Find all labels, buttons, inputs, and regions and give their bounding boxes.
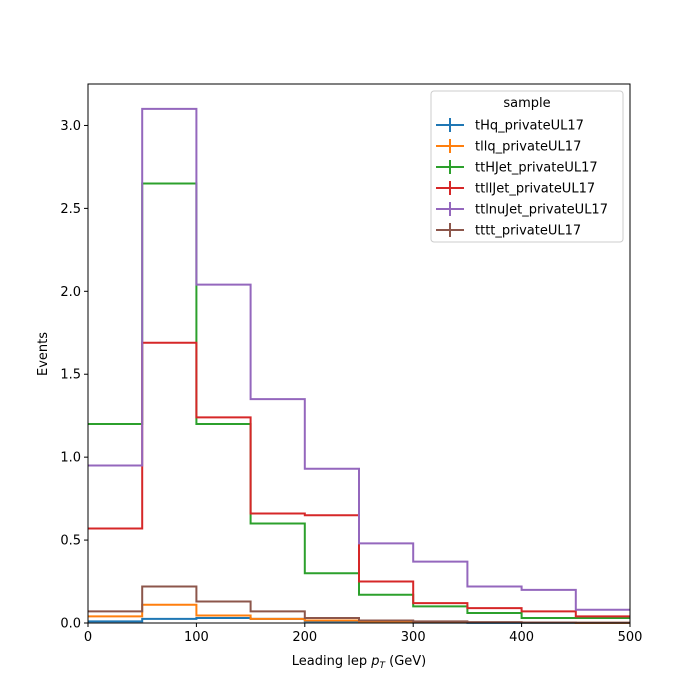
y-axis-label: Events [36, 332, 51, 376]
legend-title: sample [503, 96, 550, 111]
y-tick-label: 2.0 [60, 285, 81, 300]
series-line-ttllJet_privateUL17 [88, 341, 630, 618]
y-tick-label: 2.5 [60, 202, 81, 217]
y-tick-label: 1.0 [60, 451, 81, 466]
legend-items: tHq_privateUL17 tllq_privateUL17 ttHJet_pr… [436, 118, 608, 239]
x-axis-label: Leading lep pT (GeV) [292, 654, 426, 671]
y-tick-label: 0.5 [60, 534, 81, 549]
legend-label-ttlnuJet_privateUL17: ttlnuJet_privateUL17 [475, 203, 608, 218]
x-tick-label: 100 [184, 630, 209, 645]
series-line-ttlnuJet_privateUL17 [88, 107, 630, 611]
legend-label-tllq_privateUL17: tllq_privateUL17 [475, 140, 581, 155]
legend: sample tHq_privateUL17 tllq_privateUL17tt… [430, 90, 624, 243]
x-tick-label: 400 [509, 630, 534, 645]
y-tick-label: 0.0 [60, 617, 81, 632]
legend-label-tttt_privateUL17: tttt_privateUL17 [475, 224, 581, 239]
series-line-tttt_privateUL17 [88, 585, 630, 624]
y-tick-label: 3.0 [60, 119, 81, 134]
legend-label-ttHJet_privateUL17: ttHJet_privateUL17 [475, 161, 598, 176]
y-tick-label: 1.5 [60, 368, 81, 383]
legend-label-ttllJet_privateUL17: ttllJet_privateUL17 [475, 182, 595, 197]
x-tick-label: 500 [618, 630, 643, 645]
legend-label-tHq_privateUL17: tHq_privateUL17 [475, 119, 584, 134]
axes-frame [87, 83, 631, 624]
legend-box [430, 90, 624, 243]
x-tick-label: 0 [84, 630, 92, 645]
axis-ticks: 0 100 200 300 400 500 0.0 0.5 1.0 1.5 2.0 2.5 3.0 [60, 119, 642, 645]
x-tick-label: 300 [401, 630, 426, 645]
plot-area [88, 107, 630, 624]
x-tick-label: 200 [292, 630, 317, 645]
